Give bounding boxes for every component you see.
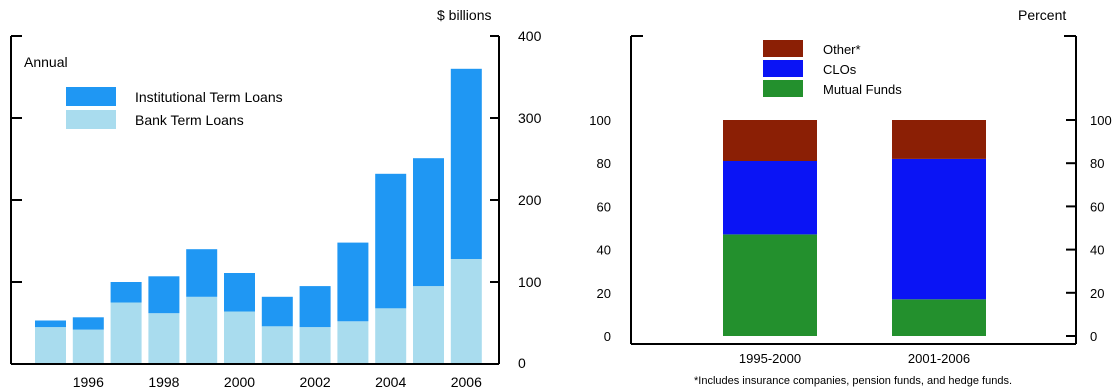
bar-2001-2006-other: [892, 120, 986, 159]
right-ytick-label-right-60: 60: [1090, 199, 1104, 214]
right-ytick-label-left-100: 100: [589, 113, 611, 128]
bar-2006-institutional: [450, 68, 482, 259]
right-ytick-label-left-0: 0: [604, 329, 611, 344]
left-ytick-label-100: 100: [518, 274, 542, 290]
bar-2001-bank: [261, 326, 293, 364]
bar-1995-2000-other: [723, 120, 817, 161]
right-footnote: *Includes insurance companies, pension f…: [694, 375, 1012, 387]
bar-2001-institutional: [261, 296, 293, 327]
left-xtick-label-2004: 2004: [375, 374, 406, 390]
legend-swatch-clos: [763, 60, 803, 77]
bar-1996-bank: [72, 329, 104, 364]
bar-2003-bank: [337, 321, 369, 364]
bar-2004-bank: [375, 308, 407, 364]
legend-swatch-mutual-funds: [763, 80, 803, 97]
right-chart: Percent 0 0 20 20 40 40 60 60 80 80 100 100 1995-20…: [589, 7, 1111, 387]
bar-2000-bank: [224, 311, 255, 364]
bar-2005-bank: [413, 286, 444, 364]
bar-2006-bank: [450, 259, 482, 364]
left-ylabel: $ billions: [437, 7, 491, 23]
left-annotation: Annual: [24, 54, 68, 70]
right-bars: [723, 120, 986, 336]
bar-2000-institutional: [224, 273, 255, 312]
left-ytick-label-0: 0: [518, 355, 526, 371]
left-bars: [35, 68, 482, 364]
left-xticks: 1996 1998 2000 2002 2004 2006: [73, 374, 482, 390]
left-ytick-label-300: 300: [518, 110, 542, 126]
right-ytick-label-right-80: 80: [1090, 156, 1104, 171]
bar-2005-institutional: [413, 158, 444, 287]
right-ytick-label-right-20: 20: [1090, 286, 1104, 301]
legend-label-institutional: Institutional Term Loans: [135, 89, 283, 105]
bar-1999-bank: [186, 296, 218, 364]
right-legend: Other* CLOs Mutual Funds: [763, 40, 902, 97]
bar-2001-2006-mutual-funds: [892, 299, 986, 336]
left-plot-area: 0 100 200 300 400 1996 1998 2000 2002 2004 2006: [10, 28, 542, 390]
bar-2004-institutional: [375, 173, 407, 309]
left-chart: $ billions Annual 0 100 200 300 400 1996 1998…: [10, 7, 542, 390]
left-xtick-label-2002: 2002: [300, 374, 331, 390]
legend-swatch-other: [763, 40, 803, 57]
left-yticks: 0 100 200 300 400: [11, 28, 542, 371]
bar-1996-institutional: [72, 317, 104, 330]
left-legend: Institutional Term Loans Bank Term Loans: [66, 87, 283, 129]
bar-2002-bank: [299, 327, 331, 364]
right-ytick-label-left-80: 80: [597, 156, 611, 171]
right-ylabel: Percent: [1018, 7, 1066, 23]
bar-1997-bank: [110, 302, 142, 364]
left-xtick-label-2000: 2000: [224, 374, 255, 390]
legend-swatch-bank: [66, 110, 116, 129]
bar-1995-2000-clos: [723, 161, 817, 235]
bar-1995-institutional: [35, 320, 66, 328]
bar-1999-institutional: [186, 249, 218, 297]
right-xtick-label-1995-2000: 1995-2000: [739, 351, 801, 366]
bar-1998-bank: [148, 313, 180, 364]
legend-label-mutual-funds: Mutual Funds: [823, 82, 902, 97]
legend-label-bank: Bank Term Loans: [135, 112, 244, 128]
legend-swatch-institutional: [66, 87, 116, 106]
left-ytick-label-200: 200: [518, 192, 542, 208]
right-xticks: 1995-2000 2001-2006: [739, 351, 970, 366]
left-xtick-label-1998: 1998: [148, 374, 179, 390]
bar-1995-2000-mutual-funds: [723, 234, 817, 336]
right-yticks: 0 0 20 20 40 40 60 60 80 80 100 100: [589, 35, 1112, 344]
left-ytick-label-400: 400: [518, 28, 542, 44]
right-ytick-label-right-40: 40: [1090, 243, 1104, 258]
bar-2001-2006-clos: [892, 158, 986, 300]
bar-1998-institutional: [148, 276, 180, 314]
legend-label-other: Other*: [823, 42, 861, 57]
bar-1995-bank: [35, 327, 66, 364]
right-ytick-label-right-0: 0: [1090, 329, 1097, 344]
left-xtick-label-2006: 2006: [451, 374, 482, 390]
right-plot-area: 0 0 20 20 40 40 60 60 80 80 100 100 1995-2000 2001-2…: [589, 35, 1112, 366]
bar-1997-institutional: [110, 282, 142, 303]
right-ytick-label-left-20: 20: [597, 286, 611, 301]
right-xtick-label-2001-2006: 2001-2006: [908, 351, 970, 366]
right-ytick-label-left-60: 60: [597, 199, 611, 214]
right-ytick-label-right-100: 100: [1090, 113, 1112, 128]
left-xtick-label-1996: 1996: [73, 374, 104, 390]
bar-2002-institutional: [299, 286, 331, 328]
bar-2003-institutional: [337, 242, 369, 322]
right-ytick-label-left-40: 40: [597, 243, 611, 258]
legend-label-clos: CLOs: [823, 62, 857, 77]
